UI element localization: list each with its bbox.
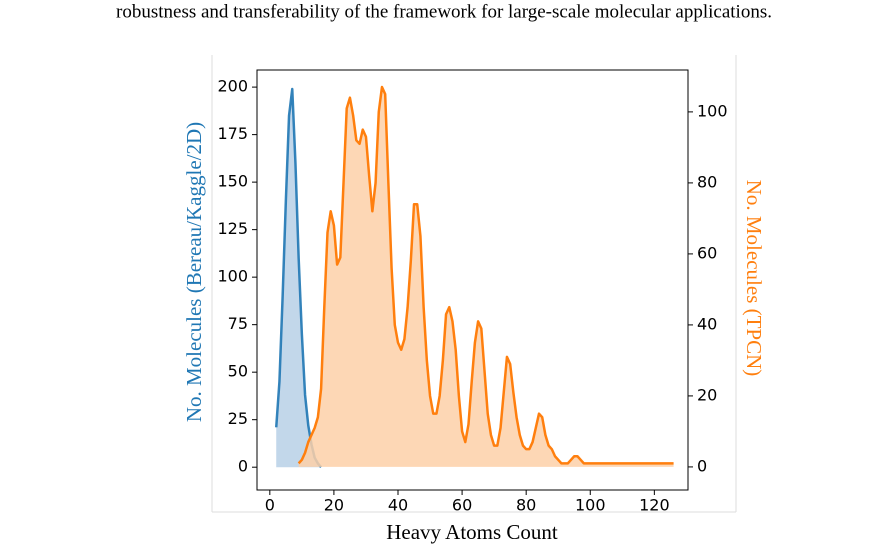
series-line [297,85,674,465]
x-tick-label: 60 [452,496,472,515]
x-tick-label: 120 [639,496,670,515]
body-text: robustness and transferability of the fr… [116,1,772,22]
x-axis-label: Heavy Atoms Count [386,520,558,544]
y-axis-label: No. Molecules (Bereau/Kaggle/2D) [182,122,206,422]
y-tick-label: 25 [228,409,248,428]
y2-tick-label: 40 [697,314,717,333]
y-tick-label: 75 [228,314,248,333]
x-tick-label: 0 [265,496,275,515]
y2-tick-label: 20 [697,385,717,404]
plot-frame [256,69,689,491]
x-tick-label: 100 [575,496,606,515]
y-tick-label: 0 [238,457,248,476]
y2-tick-label: 80 [697,172,717,191]
y2-axis-label: No. Molecules (TPCN) [742,180,766,377]
x-tick-label: 80 [516,496,536,515]
y2-tick-label: 60 [697,243,717,262]
y-tick-label: 50 [228,362,248,381]
y2-tick-label: 100 [697,101,728,120]
y-tick-label: 175 [217,124,248,143]
x-tick-label: 40 [388,496,408,515]
y-tick-label: 100 [217,267,248,286]
y-tick-label: 125 [217,219,248,238]
x-tick-label: 20 [324,496,344,515]
y-tick-label: 200 [217,77,248,96]
area-fill [298,87,674,467]
y-tick-label: 150 [217,172,248,191]
y2-tick-label: 0 [697,456,707,475]
